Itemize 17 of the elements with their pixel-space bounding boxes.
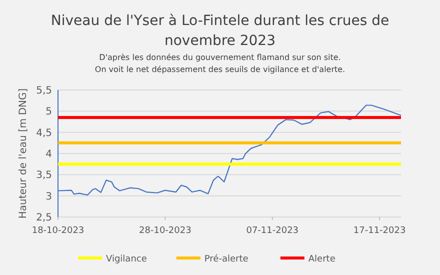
y-tick-label: 4,5 [36,128,52,139]
y-tick-label: 5 [46,106,52,118]
legend-label: Pré-alerte [204,254,249,264]
x-tick-label: 18-10-2023 [32,226,84,236]
legend-label: Alerte [308,254,336,264]
x-tick-label: 07-11-2023 [246,226,299,236]
y-tick-label: 3 [46,191,52,202]
y-axis-title: Hauteur de l'eau [m DNG] [18,88,29,219]
y-tick-label: 3,5 [36,170,52,182]
y-tick-label: 5,5 [36,86,52,96]
chart-subtitle: D'après les données du gouvernement flamand sur son site. On voit le net dépassement des seuils de vigilance et d'alerte. [94,53,346,74]
chart-title: Niveau de l'Yser à Lo-Fintele durant les crues de novembre 2023 [50,13,390,49]
y-tick-label: 4 [46,149,52,160]
x-tick-label: 17-11-2023 [353,226,406,236]
x-tick-label: 28-10-2023 [139,226,192,236]
y-tick-label: 2,5 [36,212,52,224]
legend-label: Vigilance [106,254,148,264]
